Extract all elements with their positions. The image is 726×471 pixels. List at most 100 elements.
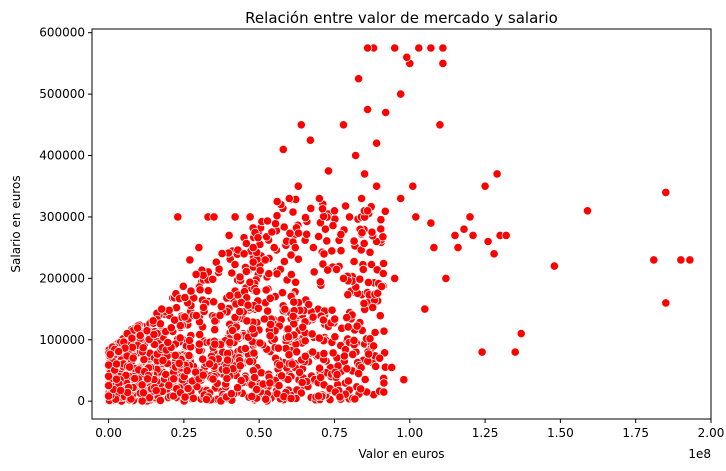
scatter-point [338, 120, 349, 130]
scatter-point [275, 360, 285, 370]
y-axis-label: Salario en euros [9, 175, 23, 272]
scatter-point [350, 394, 360, 404]
scatter-point [501, 230, 511, 240]
scatter-point [376, 215, 386, 225]
scatter-point [287, 359, 297, 369]
scatter-point [279, 222, 289, 232]
scatter-point [319, 348, 329, 359]
scatter-point [248, 243, 258, 253]
scatter-point [359, 238, 369, 248]
scatter-point [180, 292, 190, 303]
scatter-point [221, 365, 231, 376]
scatter-point [332, 370, 342, 380]
scatter-point [329, 206, 340, 216]
scatter-point [319, 249, 329, 259]
scatter-point [289, 297, 299, 307]
scatter-point [371, 138, 382, 148]
scatter-point [222, 373, 232, 384]
scatter-point [308, 312, 318, 322]
x-tick-label: 0.00 [95, 426, 122, 440]
scatter-point [438, 43, 448, 53]
scatter-point [368, 341, 379, 351]
scatter-point [210, 339, 220, 349]
scatter-point [265, 319, 276, 329]
x-tick-label: 1.75 [622, 426, 649, 440]
scatter-point [230, 212, 240, 222]
scatter-point [235, 361, 245, 371]
scatter-point [252, 384, 262, 395]
scatter-point [300, 351, 310, 361]
scatter-point [183, 383, 193, 394]
scatter-point [459, 224, 469, 234]
scatter-point [293, 254, 303, 264]
scatter-point [396, 89, 406, 99]
scatter-point [265, 293, 275, 303]
scatter-point [248, 324, 258, 334]
scatter-point [309, 267, 319, 277]
scatter-point [272, 269, 282, 279]
scatter-point [267, 227, 277, 237]
scatter-point [127, 342, 138, 352]
scatter-point [390, 273, 400, 283]
scatter-point [359, 298, 369, 308]
scatter-point [429, 243, 439, 253]
scatter-point [435, 120, 445, 130]
scatter-point [402, 52, 412, 62]
scatter-point [139, 354, 149, 365]
scatter-point [516, 328, 526, 339]
x-tick-label: 0.75 [321, 426, 348, 440]
scatter-point [420, 304, 430, 314]
scatter-point [279, 256, 289, 267]
x-tick-label: 0.25 [171, 426, 198, 440]
chart-title: Relación entre valor de mercado y salari… [245, 9, 558, 27]
scatter-point [286, 269, 296, 280]
scatter-point [336, 229, 346, 239]
scatter-point [510, 347, 520, 357]
scatter-point [248, 257, 258, 267]
scatter-point [185, 255, 195, 265]
scatter-point [195, 329, 205, 340]
scatter-point [198, 302, 209, 312]
scatter-point [387, 362, 397, 372]
scatter-point [313, 391, 324, 401]
scatter-point [365, 247, 375, 257]
scatter-point [296, 388, 306, 398]
scatter-point [225, 337, 235, 347]
scatter-point [327, 305, 337, 315]
y-tick-label: 300000 [39, 210, 85, 224]
scatter-point [362, 104, 373, 115]
scatter-point [290, 277, 301, 287]
scatter-point [352, 321, 362, 331]
scatter-point [278, 144, 288, 154]
scatter-point [265, 378, 275, 388]
scatter-point [158, 355, 168, 365]
scatter-point [215, 310, 225, 320]
scatter-point [294, 367, 305, 377]
scatter-point [227, 268, 237, 278]
scatter-point [130, 373, 140, 384]
scatter-point [245, 212, 255, 222]
scatter-point [111, 374, 122, 384]
scatter-point [191, 310, 201, 321]
scatter-point [331, 264, 342, 274]
scatter-point [342, 312, 352, 323]
scatter-point [441, 273, 451, 283]
scatter-point [194, 243, 204, 253]
scatter-point [396, 193, 406, 204]
scatter-point [288, 311, 298, 321]
scatter-point [293, 228, 304, 238]
scatter-point [371, 181, 382, 191]
scatter-point [255, 338, 265, 348]
scatter-point [353, 368, 364, 379]
scatter-point [270, 219, 281, 229]
scatter-point [276, 371, 287, 381]
scatter-point [307, 329, 317, 339]
scatter-point [335, 392, 345, 402]
scatter-point [314, 333, 324, 343]
scatter-point [649, 255, 659, 265]
scatter-point [175, 321, 185, 331]
scatter-point [253, 233, 263, 243]
scatter-point [149, 329, 159, 340]
scatter-point [308, 243, 318, 253]
scatter-point [582, 206, 593, 216]
